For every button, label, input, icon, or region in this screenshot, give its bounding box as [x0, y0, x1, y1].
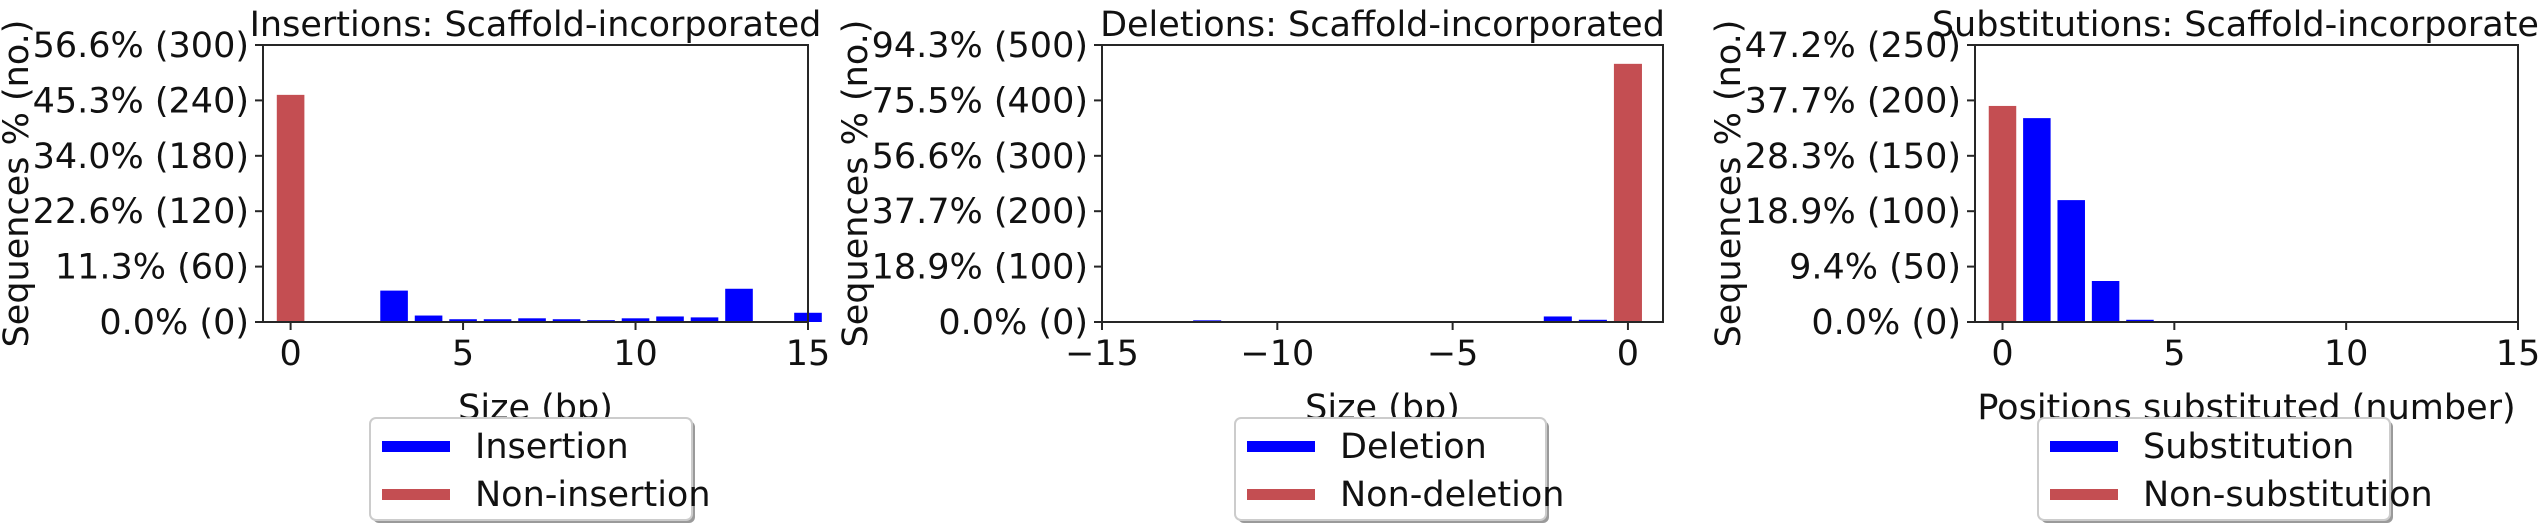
legend-swatch	[382, 441, 450, 452]
y-tick-label: 37.7% (200)	[1745, 81, 1961, 121]
legend-swatch	[2050, 489, 2118, 500]
x-tick-label: −15	[1065, 334, 1139, 374]
bar-event	[690, 317, 719, 322]
y-tick-label: 11.3% (60)	[55, 248, 249, 288]
y-tick-label: 18.9% (100)	[1745, 192, 1961, 232]
x-tick-label: 10	[613, 334, 658, 374]
bar-event	[380, 290, 408, 322]
legend-box	[369, 417, 693, 521]
chart-title: Deletions: Scaffold-incorporated	[1100, 5, 1665, 45]
legend-swatch	[1247, 489, 1315, 500]
y-axis-label: Sequences % (no.)	[836, 20, 876, 348]
bar-event	[2126, 319, 2154, 322]
bar-event	[552, 319, 581, 322]
y-tick-label: 28.3% (150)	[1745, 137, 1961, 177]
y-tick-label: 34.0% (180)	[33, 137, 249, 177]
bar-event	[725, 288, 753, 322]
legend-box	[2037, 417, 2391, 521]
bar-non-event	[1988, 105, 2017, 322]
x-tick-label: 10	[2324, 334, 2369, 374]
x-tick-label: −5	[1427, 334, 1479, 374]
y-tick-label: 75.5% (400)	[872, 81, 1088, 121]
legend-label: Insertion	[475, 427, 629, 467]
y-tick-label: 94.3% (500)	[872, 26, 1088, 66]
bar-event	[621, 318, 650, 322]
bar-event	[414, 315, 443, 322]
x-tick-label: 5	[2163, 334, 2185, 374]
legend-swatch	[1247, 441, 1315, 452]
legend-swatch	[2050, 441, 2118, 452]
legend: Deletion Non-deletion	[1234, 417, 1564, 523]
y-tick-label: 0.0% (0)	[938, 303, 1088, 343]
chart-panel-1: 0.0% (0) 11.3% (60) 22.6% (120) 34.0% (180)…	[0, 5, 830, 523]
legend-swatch	[382, 489, 450, 500]
legend: Substitution Non-substitution	[2037, 417, 2433, 523]
bar-event	[518, 318, 546, 322]
y-axis-label: Sequences % (no.)	[1709, 20, 1749, 348]
x-tick-label: 15	[2496, 334, 2540, 374]
legend-label: Non-insertion	[475, 475, 711, 515]
y-tick-label: 22.6% (120)	[33, 192, 249, 232]
chart-title: Insertions: Scaffold-incorporated	[250, 5, 822, 45]
x-tick-label: −10	[1240, 334, 1314, 374]
y-tick-label: 47.2% (250)	[1745, 26, 1961, 66]
bar-event	[1543, 316, 1572, 322]
y-tick-label: 18.9% (100)	[872, 248, 1088, 288]
chart-panel-3: 0.0% (0) 9.4% (50) 18.9% (100) 28.3% (150) 3…	[1709, 5, 2540, 523]
x-tick-label: 0	[279, 334, 301, 374]
bar-event	[2057, 200, 2085, 322]
bar-non-event	[276, 94, 305, 322]
axes-frame	[1101, 44, 1664, 323]
x-tick-label: 5	[452, 334, 474, 374]
bar-event	[2091, 281, 2120, 322]
y-tick-label: 45.3% (240)	[33, 81, 249, 121]
bar-event	[483, 319, 512, 322]
y-tick-label: 0.0% (0)	[1811, 303, 1961, 343]
axes-frame	[262, 44, 809, 323]
y-tick-label: 0.0% (0)	[99, 303, 249, 343]
bar-event	[449, 319, 477, 322]
legend: Insertion Non-insertion	[369, 417, 711, 523]
legend-label: Non-substitution	[2143, 475, 2433, 515]
x-tick-label: 15	[786, 334, 831, 374]
legend-label: Deletion	[1340, 427, 1487, 467]
chart-title: Substitutions: Scaffold-incorporated	[1932, 5, 2540, 45]
y-tick-label: 37.7% (200)	[872, 192, 1088, 232]
bar-event	[2023, 118, 2051, 323]
y-tick-label: 56.6% (300)	[872, 137, 1088, 177]
y-axis-label: Sequences % (no.)	[0, 20, 37, 348]
chart-panel-2: 0.0% (0) 18.9% (100) 37.7% (200) 56.6% (300…	[836, 5, 1665, 523]
y-tick-label: 9.4% (50)	[1789, 248, 1961, 288]
legend-label: Non-deletion	[1340, 475, 1564, 515]
bar-event	[1578, 319, 1607, 322]
axes-frame	[1974, 44, 2519, 323]
bar-event	[656, 316, 684, 322]
x-tick-label: 0	[1991, 334, 2013, 374]
x-tick-label: 0	[1617, 334, 1639, 374]
bar-non-event	[1613, 63, 1642, 322]
y-tick-label: 56.6% (300)	[33, 26, 249, 66]
legend-label: Substitution	[2143, 427, 2354, 467]
